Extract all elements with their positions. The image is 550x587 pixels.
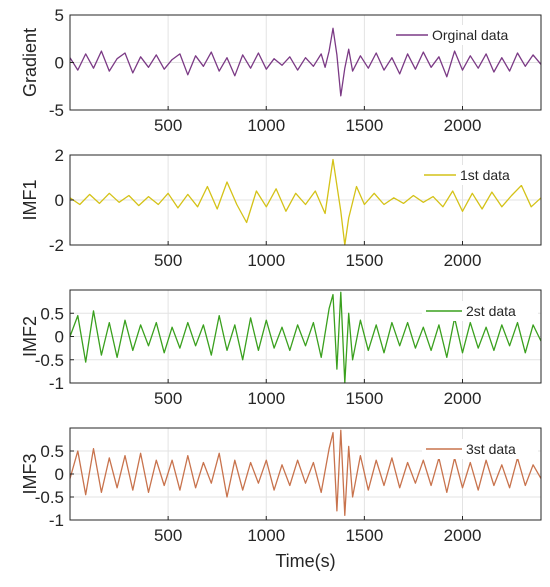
y-tick-label: 5 (55, 6, 64, 25)
series-line-3 (69, 291, 542, 384)
x-tick-label: 500 (154, 251, 182, 270)
legend-label: 3st data (466, 441, 516, 457)
x-axis-label: Time(s) (275, 551, 335, 571)
y-tick-label: -0.5 (35, 351, 64, 370)
x-tick-label: 500 (154, 389, 182, 408)
series-line-2 (69, 158, 542, 246)
legend-label: Orginal data (432, 27, 508, 43)
x-tick-label: 1000 (247, 389, 285, 408)
series-line-1 (69, 27, 542, 97)
y-tick-label: -2 (49, 236, 64, 255)
y-tick-label: -1 (49, 374, 64, 393)
legend-box (392, 25, 538, 45)
y-tick-label: -1 (49, 511, 64, 530)
y-tick-label: 2 (55, 146, 64, 165)
series-line-4 (69, 429, 542, 517)
x-tick-label: 500 (154, 116, 182, 135)
y-tick-label: 0.5 (40, 442, 64, 461)
legend-box (420, 165, 538, 185)
panel-2: 500 1000 1500 2000 -2 0 2 IMF1 1st data (20, 146, 542, 270)
x-tick-label: 1000 (247, 251, 285, 270)
y-axis-label: IMF3 (20, 453, 40, 494)
y-axis-label: IMF2 (20, 316, 40, 357)
y-tick-label: 0 (55, 328, 64, 347)
legend-box (422, 439, 538, 459)
x-tick-label: 2000 (444, 116, 482, 135)
legend-box (422, 301, 538, 321)
x-tick-label: 2000 (444, 251, 482, 270)
x-tick-label: 1500 (345, 116, 383, 135)
legend-label: 1st data (460, 167, 510, 183)
y-axis-label: Gradient (20, 28, 40, 97)
x-tick-label: 1500 (345, 251, 383, 270)
x-tick-label: 1000 (247, 116, 285, 135)
y-tick-label: -5 (49, 101, 64, 120)
legend: 3st data (422, 439, 538, 459)
x-tick-label: 1500 (345, 526, 383, 545)
y-tick-label: 0 (55, 54, 64, 73)
x-tick-label: 2000 (444, 389, 482, 408)
y-axis-label: IMF1 (20, 179, 40, 220)
legend: 1st data (420, 165, 538, 185)
y-tick-label: -0.5 (35, 488, 64, 507)
x-tick-label: 500 (154, 526, 182, 545)
x-tick-label: 2000 (444, 526, 482, 545)
y-tick-label: 0.5 (40, 304, 64, 323)
y-tick-label: 0 (55, 191, 64, 210)
y-tick-label: 0 (55, 465, 64, 484)
panel-1: 500 1000 1500 2000 -5 0 5 Gradient Orginal data (20, 6, 542, 135)
legend-label: 2st data (466, 303, 516, 319)
legend: Orginal data (392, 25, 538, 45)
x-tick-label: 1500 (345, 389, 383, 408)
x-tick-label: 1000 (247, 526, 285, 545)
legend: 2st data (422, 301, 538, 321)
